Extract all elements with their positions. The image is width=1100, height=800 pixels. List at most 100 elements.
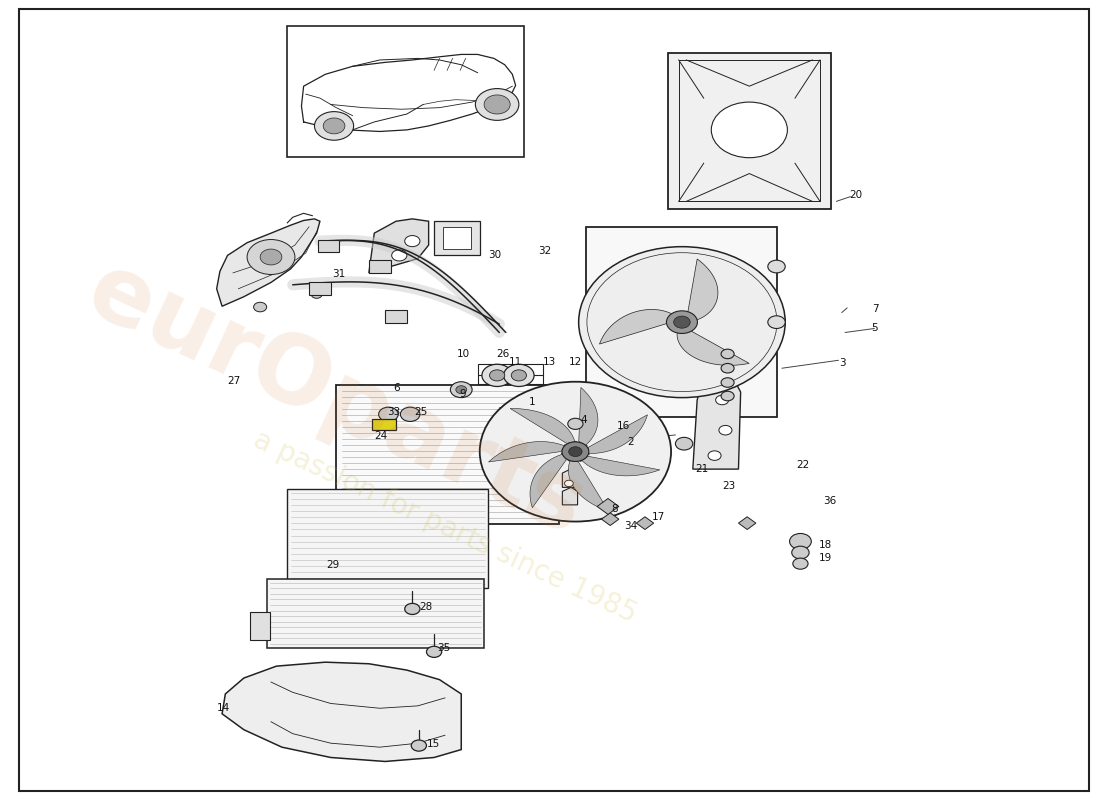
Circle shape — [768, 316, 785, 329]
Text: 13: 13 — [542, 357, 556, 367]
Bar — [385, 310, 407, 323]
Bar — [586, 227, 777, 418]
Polygon shape — [222, 662, 461, 762]
Circle shape — [673, 316, 690, 328]
Bar — [477, 364, 542, 384]
Text: 7: 7 — [872, 305, 879, 314]
Circle shape — [719, 426, 732, 435]
Bar — [318, 239, 340, 252]
Circle shape — [248, 239, 295, 274]
Polygon shape — [579, 387, 598, 446]
Circle shape — [260, 249, 282, 265]
Polygon shape — [674, 330, 749, 366]
Circle shape — [475, 89, 519, 120]
Circle shape — [405, 235, 420, 246]
Circle shape — [504, 364, 535, 386]
Text: 29: 29 — [327, 560, 340, 570]
Circle shape — [562, 442, 588, 462]
Text: 25: 25 — [415, 407, 428, 417]
Bar — [309, 282, 331, 295]
Circle shape — [793, 558, 808, 570]
Text: 3: 3 — [839, 358, 846, 368]
Circle shape — [484, 95, 510, 114]
Text: 24: 24 — [374, 430, 387, 441]
Bar — [337, 385, 559, 524]
Bar — [368, 260, 390, 273]
Circle shape — [722, 391, 734, 401]
Text: 23: 23 — [723, 481, 736, 490]
Circle shape — [722, 349, 734, 358]
Circle shape — [568, 418, 583, 430]
Circle shape — [512, 370, 527, 381]
Text: 19: 19 — [818, 553, 833, 563]
Text: 21: 21 — [695, 464, 708, 474]
Polygon shape — [488, 442, 565, 462]
Circle shape — [569, 446, 582, 457]
Text: 6: 6 — [393, 383, 399, 393]
Text: 18: 18 — [818, 540, 833, 550]
Bar — [266, 578, 484, 648]
Polygon shape — [600, 310, 676, 344]
Polygon shape — [602, 513, 619, 526]
Polygon shape — [688, 259, 718, 323]
Text: 34: 34 — [625, 521, 638, 530]
Text: 36: 36 — [823, 496, 836, 506]
Circle shape — [768, 260, 785, 273]
Circle shape — [712, 102, 788, 158]
Polygon shape — [597, 498, 619, 514]
Circle shape — [490, 370, 505, 381]
Text: a passion for parts since 1985: a passion for parts since 1985 — [249, 426, 641, 629]
Bar — [372, 419, 396, 430]
Circle shape — [405, 603, 420, 614]
Polygon shape — [693, 362, 740, 469]
Text: 10: 10 — [456, 349, 470, 359]
Circle shape — [579, 246, 785, 398]
Text: 22: 22 — [796, 460, 810, 470]
Circle shape — [450, 382, 472, 398]
Text: eurOparts: eurOparts — [74, 245, 600, 555]
Polygon shape — [510, 409, 578, 443]
Text: 27: 27 — [228, 376, 241, 386]
Text: 32: 32 — [538, 246, 552, 256]
Text: 17: 17 — [651, 512, 664, 522]
Text: 2: 2 — [628, 437, 635, 447]
Polygon shape — [668, 53, 830, 210]
Bar — [443, 227, 471, 249]
Circle shape — [722, 363, 734, 373]
Circle shape — [482, 364, 513, 386]
Circle shape — [790, 534, 812, 550]
Text: 9: 9 — [459, 389, 465, 398]
Circle shape — [716, 395, 728, 405]
Text: 4: 4 — [581, 415, 587, 425]
Polygon shape — [636, 517, 653, 530]
Circle shape — [311, 290, 322, 298]
Circle shape — [323, 118, 345, 134]
Text: 16: 16 — [617, 422, 630, 431]
Polygon shape — [562, 465, 575, 487]
Circle shape — [480, 382, 671, 522]
Bar — [251, 612, 270, 640]
Text: 31: 31 — [332, 270, 345, 279]
Text: 5: 5 — [871, 323, 878, 334]
Circle shape — [392, 250, 407, 261]
Circle shape — [722, 378, 734, 387]
Text: 14: 14 — [217, 703, 230, 714]
Circle shape — [400, 407, 420, 422]
Polygon shape — [217, 219, 320, 306]
Text: 33: 33 — [387, 407, 400, 417]
Polygon shape — [580, 456, 660, 476]
Text: 1: 1 — [529, 398, 536, 407]
Circle shape — [378, 407, 398, 422]
Text: 8: 8 — [612, 504, 618, 514]
Circle shape — [792, 546, 810, 559]
Text: 28: 28 — [419, 602, 432, 611]
Bar — [287, 26, 525, 157]
Circle shape — [455, 386, 466, 394]
Text: 12: 12 — [569, 357, 582, 367]
Circle shape — [708, 451, 722, 460]
Polygon shape — [530, 453, 566, 508]
Circle shape — [315, 112, 353, 140]
Text: 26: 26 — [496, 349, 509, 359]
Circle shape — [564, 480, 573, 486]
Circle shape — [411, 740, 427, 751]
